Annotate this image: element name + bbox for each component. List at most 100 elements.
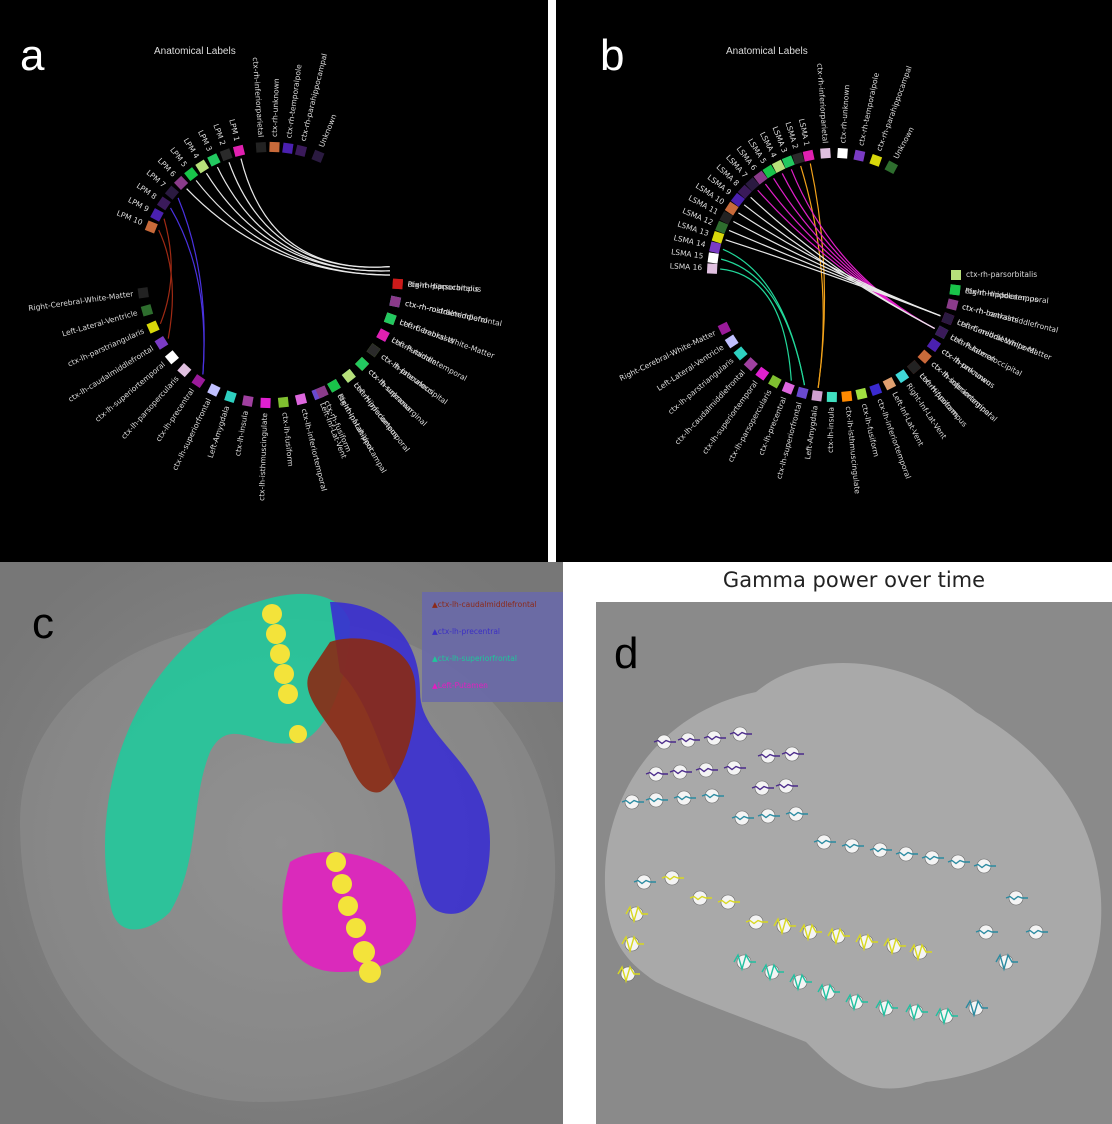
gamma-trace — [789, 973, 812, 992]
node-segment — [224, 390, 237, 404]
node-segment — [802, 149, 815, 162]
node-label: ctx-rh-parsorbitalis — [966, 270, 1037, 279]
node-segment — [376, 328, 390, 342]
node-label: ctx-lh-isthmuscingulate — [844, 406, 862, 495]
caudalmiddlefrontal-region — [307, 638, 416, 793]
gamma-trace — [761, 963, 784, 982]
gamma-trace — [995, 953, 1018, 972]
panel-a-title: Anatomical Labels — [154, 46, 236, 57]
node-segment — [219, 148, 233, 162]
connection-chord — [158, 229, 174, 339]
legend-item: ▲Left-Putamen — [432, 681, 488, 690]
node-segment — [146, 320, 160, 334]
connection-chord — [800, 165, 824, 388]
node-label: Unknown — [892, 125, 916, 160]
node-segment — [737, 184, 752, 199]
node-segment — [882, 376, 897, 391]
gamma-trace — [841, 843, 864, 849]
gamma-trace — [717, 899, 740, 905]
gamma-trace — [883, 937, 906, 956]
node-segment — [282, 142, 294, 154]
node-label: ctx-rh-unknown — [838, 84, 851, 143]
node-label: ctx-rh-parsorbitalis — [407, 280, 479, 294]
node-segment — [941, 312, 955, 326]
gamma-trace — [773, 917, 796, 936]
connection-chord — [720, 258, 806, 386]
node-segment — [946, 298, 959, 311]
node-segment — [184, 167, 199, 182]
gamma-trace — [625, 905, 648, 924]
gamma-trace — [745, 919, 768, 925]
node-segment — [841, 390, 853, 402]
gamma-trace — [813, 839, 836, 845]
node-segment — [195, 159, 210, 174]
node-segment — [796, 386, 809, 399]
node-segment — [951, 270, 961, 280]
gamma-trace — [975, 929, 998, 935]
gamma-trace — [669, 769, 692, 775]
gamma-trace — [751, 785, 774, 791]
node-segment — [719, 210, 734, 225]
gamma-trace — [733, 953, 756, 972]
node-segment — [724, 201, 739, 216]
node-label: Left-Amygdala — [206, 405, 231, 459]
node-segment — [269, 141, 280, 153]
node-segment — [392, 278, 404, 290]
gamma-trace — [817, 983, 840, 1002]
gamma-trace — [757, 753, 780, 759]
node-segment — [156, 196, 171, 211]
node-segment — [277, 396, 289, 408]
node-segment — [315, 385, 329, 399]
node-label: LPM 10 — [115, 209, 144, 228]
gamma-trace — [965, 999, 988, 1018]
connection-chord — [177, 197, 205, 375]
node-segment — [811, 390, 823, 402]
node-label: ctx-rh-temporalpole — [857, 71, 881, 146]
connection-chord — [228, 162, 390, 268]
legend-item: ▲ctx-lh-caudalmiddlefrontal — [432, 600, 537, 609]
node-label: ctx-lh-insula — [233, 410, 250, 457]
legend-item: ▲ctx-lh-precentral — [432, 627, 501, 636]
node-label: ctx-rh-middletemporal — [404, 299, 488, 325]
gamma-trace — [695, 767, 718, 773]
gamma-trace — [617, 965, 640, 984]
node-segment — [383, 312, 397, 326]
node-segment — [140, 304, 154, 317]
node-label: ctx-rh-inferiortemporal — [352, 381, 412, 454]
node-segment — [255, 141, 267, 153]
gamma-trace — [703, 735, 726, 741]
gamma-trace — [621, 935, 644, 954]
node-label: LSMA 16 — [670, 261, 703, 272]
legend-box — [422, 592, 563, 702]
node-segment — [743, 357, 758, 372]
gamma-trace — [845, 993, 868, 1012]
node-segment — [709, 241, 722, 254]
node-segment — [926, 338, 941, 352]
node-segment — [771, 159, 786, 174]
gamma-trace — [653, 739, 676, 745]
node-label: LSMA 15 — [671, 247, 705, 260]
node-segment — [164, 350, 179, 365]
gamma-trace — [785, 811, 808, 817]
gamma-trace — [731, 815, 754, 821]
node-label: LPM 2 — [211, 123, 227, 147]
node-segment — [177, 363, 192, 378]
node-label: ctx-lh-isthmuscingulate — [257, 412, 269, 501]
gamma-trace — [973, 863, 996, 869]
gamma-trace — [729, 731, 752, 737]
node-segment — [730, 192, 745, 207]
node-segment — [389, 295, 402, 308]
node-segment — [711, 230, 725, 244]
connection-chord — [738, 212, 941, 317]
node-label: ctx-rh-middletemporal — [965, 286, 1050, 305]
node-segment — [781, 155, 795, 169]
node-segment — [311, 149, 325, 163]
node-label: ctx-lh-caudalmiddlefrontal — [67, 344, 156, 404]
node-segment — [895, 369, 910, 384]
node-label: Left-Amygdala — [803, 405, 819, 460]
panel-b: LSMA 1 LSMA 2 LSMA 3 LSMA 4 LSMA 5 LSMA 6 LSMA… — [556, 0, 1112, 562]
gamma-trace — [677, 737, 700, 743]
node-segment — [260, 397, 271, 409]
node-segment — [917, 349, 932, 364]
